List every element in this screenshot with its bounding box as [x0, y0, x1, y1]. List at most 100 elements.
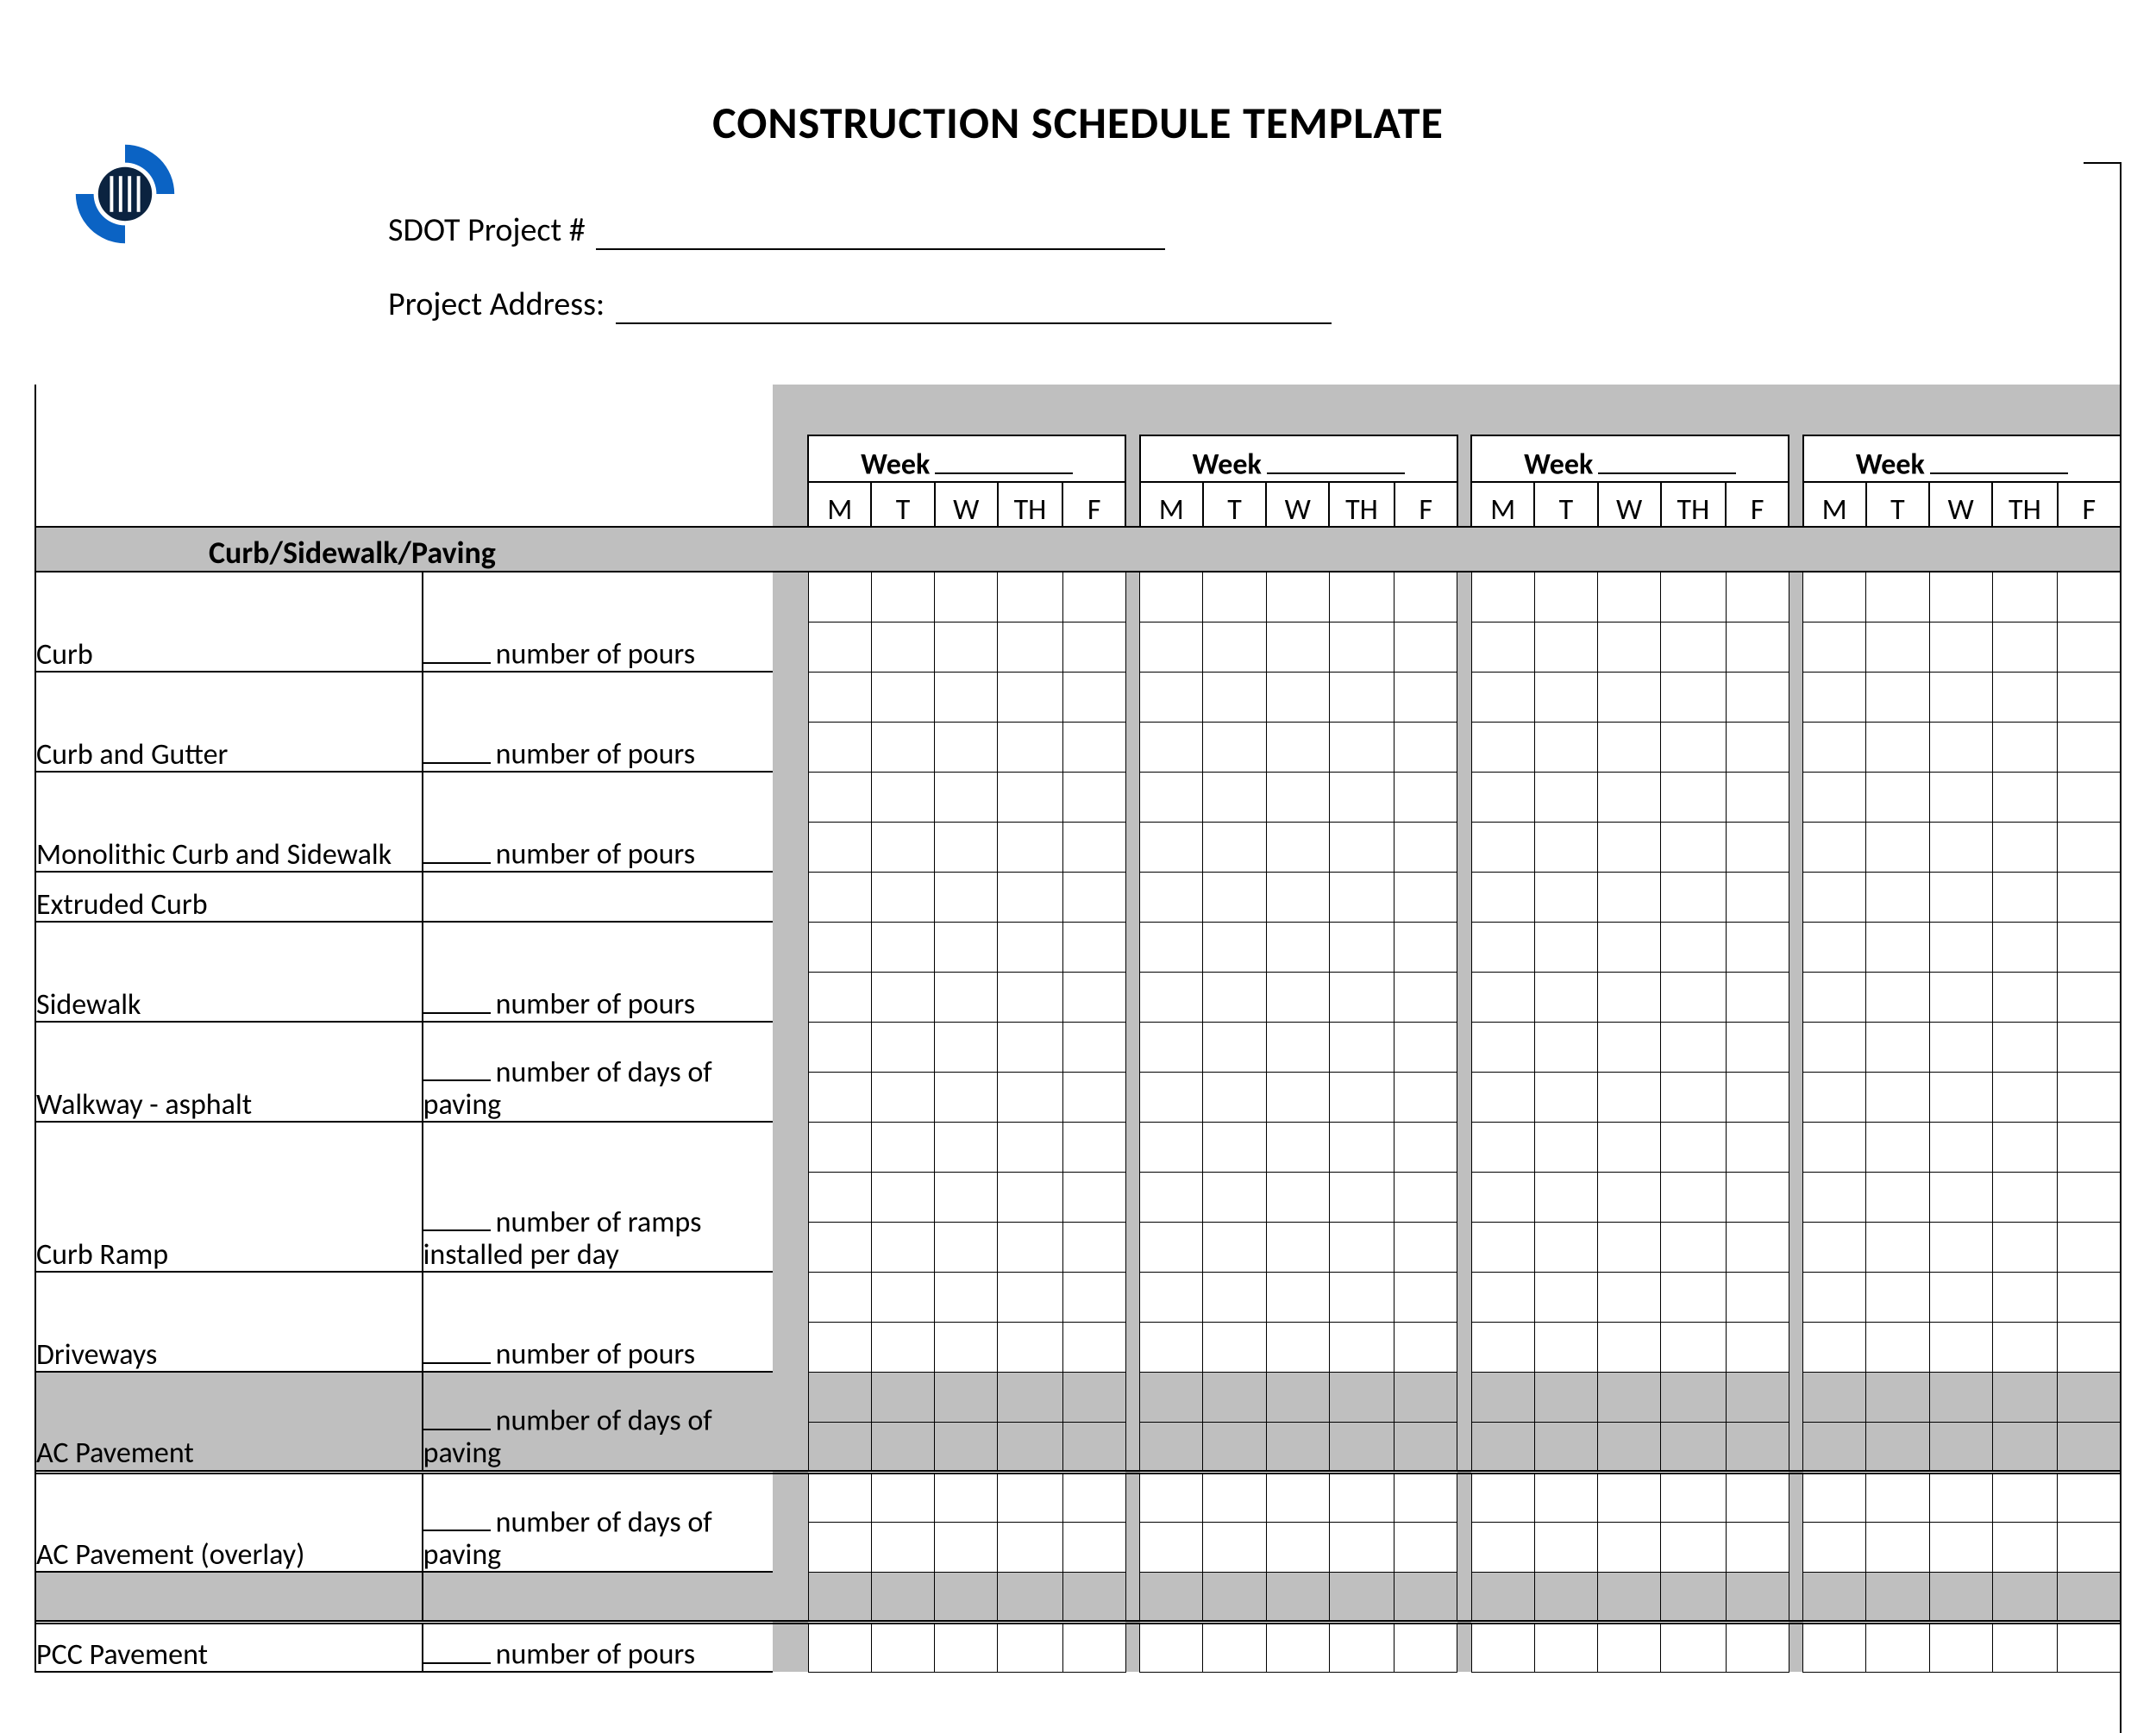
- grid-cell[interactable]: [1534, 1122, 1597, 1172]
- grid-cell[interactable]: [1140, 1272, 1203, 1322]
- grid-cell[interactable]: [935, 572, 998, 622]
- grid-cell[interactable]: [1140, 822, 1203, 872]
- grid-cell[interactable]: [871, 1522, 934, 1572]
- grid-cell[interactable]: [1803, 1572, 1866, 1622]
- grid-cell[interactable]: [1803, 1522, 1866, 1572]
- grid-cell[interactable]: [1062, 772, 1125, 822]
- grid-cell[interactable]: [1329, 722, 1394, 772]
- grid-cell[interactable]: [1329, 1222, 1394, 1272]
- week-number-input-line[interactable]: [1930, 447, 2068, 474]
- grid-cell[interactable]: [1329, 1622, 1394, 1672]
- grid-cell[interactable]: [1803, 1472, 1866, 1522]
- grid-cell[interactable]: [2058, 872, 2121, 922]
- grid-cell[interactable]: [998, 772, 1062, 822]
- grid-cell[interactable]: [1534, 1522, 1597, 1572]
- grid-cell[interactable]: [1992, 972, 2057, 1022]
- grid-cell[interactable]: [1395, 1122, 1457, 1172]
- grid-cell[interactable]: [1140, 1322, 1203, 1372]
- grid-cell[interactable]: [871, 722, 934, 772]
- grid-cell[interactable]: [1266, 1622, 1329, 1672]
- grid-cell[interactable]: [1329, 1422, 1394, 1472]
- grid-cell[interactable]: [1140, 1022, 1203, 1072]
- grid-cell[interactable]: [1866, 672, 1929, 722]
- grid-cell[interactable]: [1929, 772, 1992, 822]
- grid-cell[interactable]: [1140, 1472, 1203, 1522]
- grid-cell[interactable]: [1534, 622, 1597, 672]
- grid-cell[interactable]: [1471, 622, 1534, 672]
- grid-cell[interactable]: [2058, 1522, 2121, 1572]
- grid-cell[interactable]: [1471, 1122, 1534, 1172]
- grid-cell[interactable]: [1266, 772, 1329, 822]
- grid-cell[interactable]: [1726, 672, 1789, 722]
- grid-cell[interactable]: [1726, 1122, 1789, 1172]
- grid-cell[interactable]: [871, 672, 934, 722]
- grid-cell[interactable]: [1598, 1122, 1661, 1172]
- grid-cell[interactable]: [1866, 1322, 1929, 1372]
- grid-cell[interactable]: [1203, 772, 1266, 822]
- grid-cell[interactable]: [1266, 572, 1329, 622]
- grid-cell[interactable]: [1866, 1422, 1929, 1472]
- grid-cell[interactable]: [871, 1022, 934, 1072]
- grid-cell[interactable]: [1062, 1472, 1125, 1522]
- grid-cell[interactable]: [998, 1022, 1062, 1072]
- grid-cell[interactable]: [808, 722, 871, 772]
- grid-cell[interactable]: [1140, 1072, 1203, 1122]
- grid-cell[interactable]: [1471, 1372, 1534, 1422]
- grid-cell[interactable]: [1866, 772, 1929, 822]
- grid-cell[interactable]: [935, 1172, 998, 1222]
- grid-cell[interactable]: [1395, 922, 1457, 972]
- grid-cell[interactable]: [1395, 1522, 1457, 1572]
- grid-cell[interactable]: [1062, 822, 1125, 872]
- grid-cell[interactable]: [998, 672, 1062, 722]
- grid-cell[interactable]: [1992, 922, 2057, 972]
- grid-cell[interactable]: [1266, 1372, 1329, 1422]
- grid-cell[interactable]: [1803, 822, 1866, 872]
- grid-cell[interactable]: [1140, 872, 1203, 922]
- grid-cell[interactable]: [1929, 1472, 1992, 1522]
- grid-cell[interactable]: [808, 622, 871, 672]
- grid-cell[interactable]: [1203, 1572, 1266, 1622]
- grid-cell[interactable]: [2058, 1222, 2121, 1272]
- grid-cell[interactable]: [1661, 1222, 1726, 1272]
- grid-cell[interactable]: [1395, 1072, 1457, 1122]
- grid-cell[interactable]: [1726, 1172, 1789, 1222]
- grid-cell[interactable]: [1866, 922, 1929, 972]
- grid-cell[interactable]: [935, 1472, 998, 1522]
- grid-cell[interactable]: [1992, 1022, 2057, 1072]
- grid-cell[interactable]: [1329, 1572, 1394, 1622]
- grid-cell[interactable]: [1062, 1372, 1125, 1422]
- grid-cell[interactable]: [2058, 772, 2121, 822]
- grid-cell[interactable]: [1598, 1172, 1661, 1222]
- grid-cell[interactable]: [1661, 1372, 1726, 1422]
- grid-cell[interactable]: [1534, 1322, 1597, 1372]
- grid-cell[interactable]: [1803, 622, 1866, 672]
- grid-cell[interactable]: [1266, 1172, 1329, 1222]
- grid-cell[interactable]: [1929, 1222, 1992, 1272]
- grid-cell[interactable]: [1803, 872, 1866, 922]
- grid-cell[interactable]: [1062, 1622, 1125, 1672]
- grid-cell[interactable]: [1471, 1522, 1534, 1572]
- grid-cell[interactable]: [1534, 1472, 1597, 1522]
- grid-cell[interactable]: [1866, 1522, 1929, 1572]
- grid-cell[interactable]: [1992, 672, 2057, 722]
- quantity-input-line[interactable]: [423, 1055, 491, 1082]
- grid-cell[interactable]: [1471, 772, 1534, 822]
- grid-cell[interactable]: [998, 972, 1062, 1022]
- grid-cell[interactable]: [1140, 1172, 1203, 1222]
- grid-cell[interactable]: [1203, 922, 1266, 972]
- grid-cell[interactable]: [1992, 1622, 2057, 1672]
- grid-cell[interactable]: [998, 1172, 1062, 1222]
- quantity-input-line[interactable]: [423, 1637, 491, 1664]
- grid-cell[interactable]: [1203, 1372, 1266, 1422]
- grid-cell[interactable]: [1203, 672, 1266, 722]
- grid-cell[interactable]: [871, 972, 934, 1022]
- grid-cell[interactable]: [998, 1572, 1062, 1622]
- grid-cell[interactable]: [1329, 872, 1394, 922]
- grid-cell[interactable]: [1598, 572, 1661, 622]
- grid-cell[interactable]: [808, 1522, 871, 1572]
- grid-cell[interactable]: [1661, 1522, 1726, 1572]
- grid-cell[interactable]: [1140, 622, 1203, 672]
- grid-cell[interactable]: [1062, 1122, 1125, 1172]
- grid-cell[interactable]: [1395, 1572, 1457, 1622]
- grid-cell[interactable]: [1726, 1472, 1789, 1522]
